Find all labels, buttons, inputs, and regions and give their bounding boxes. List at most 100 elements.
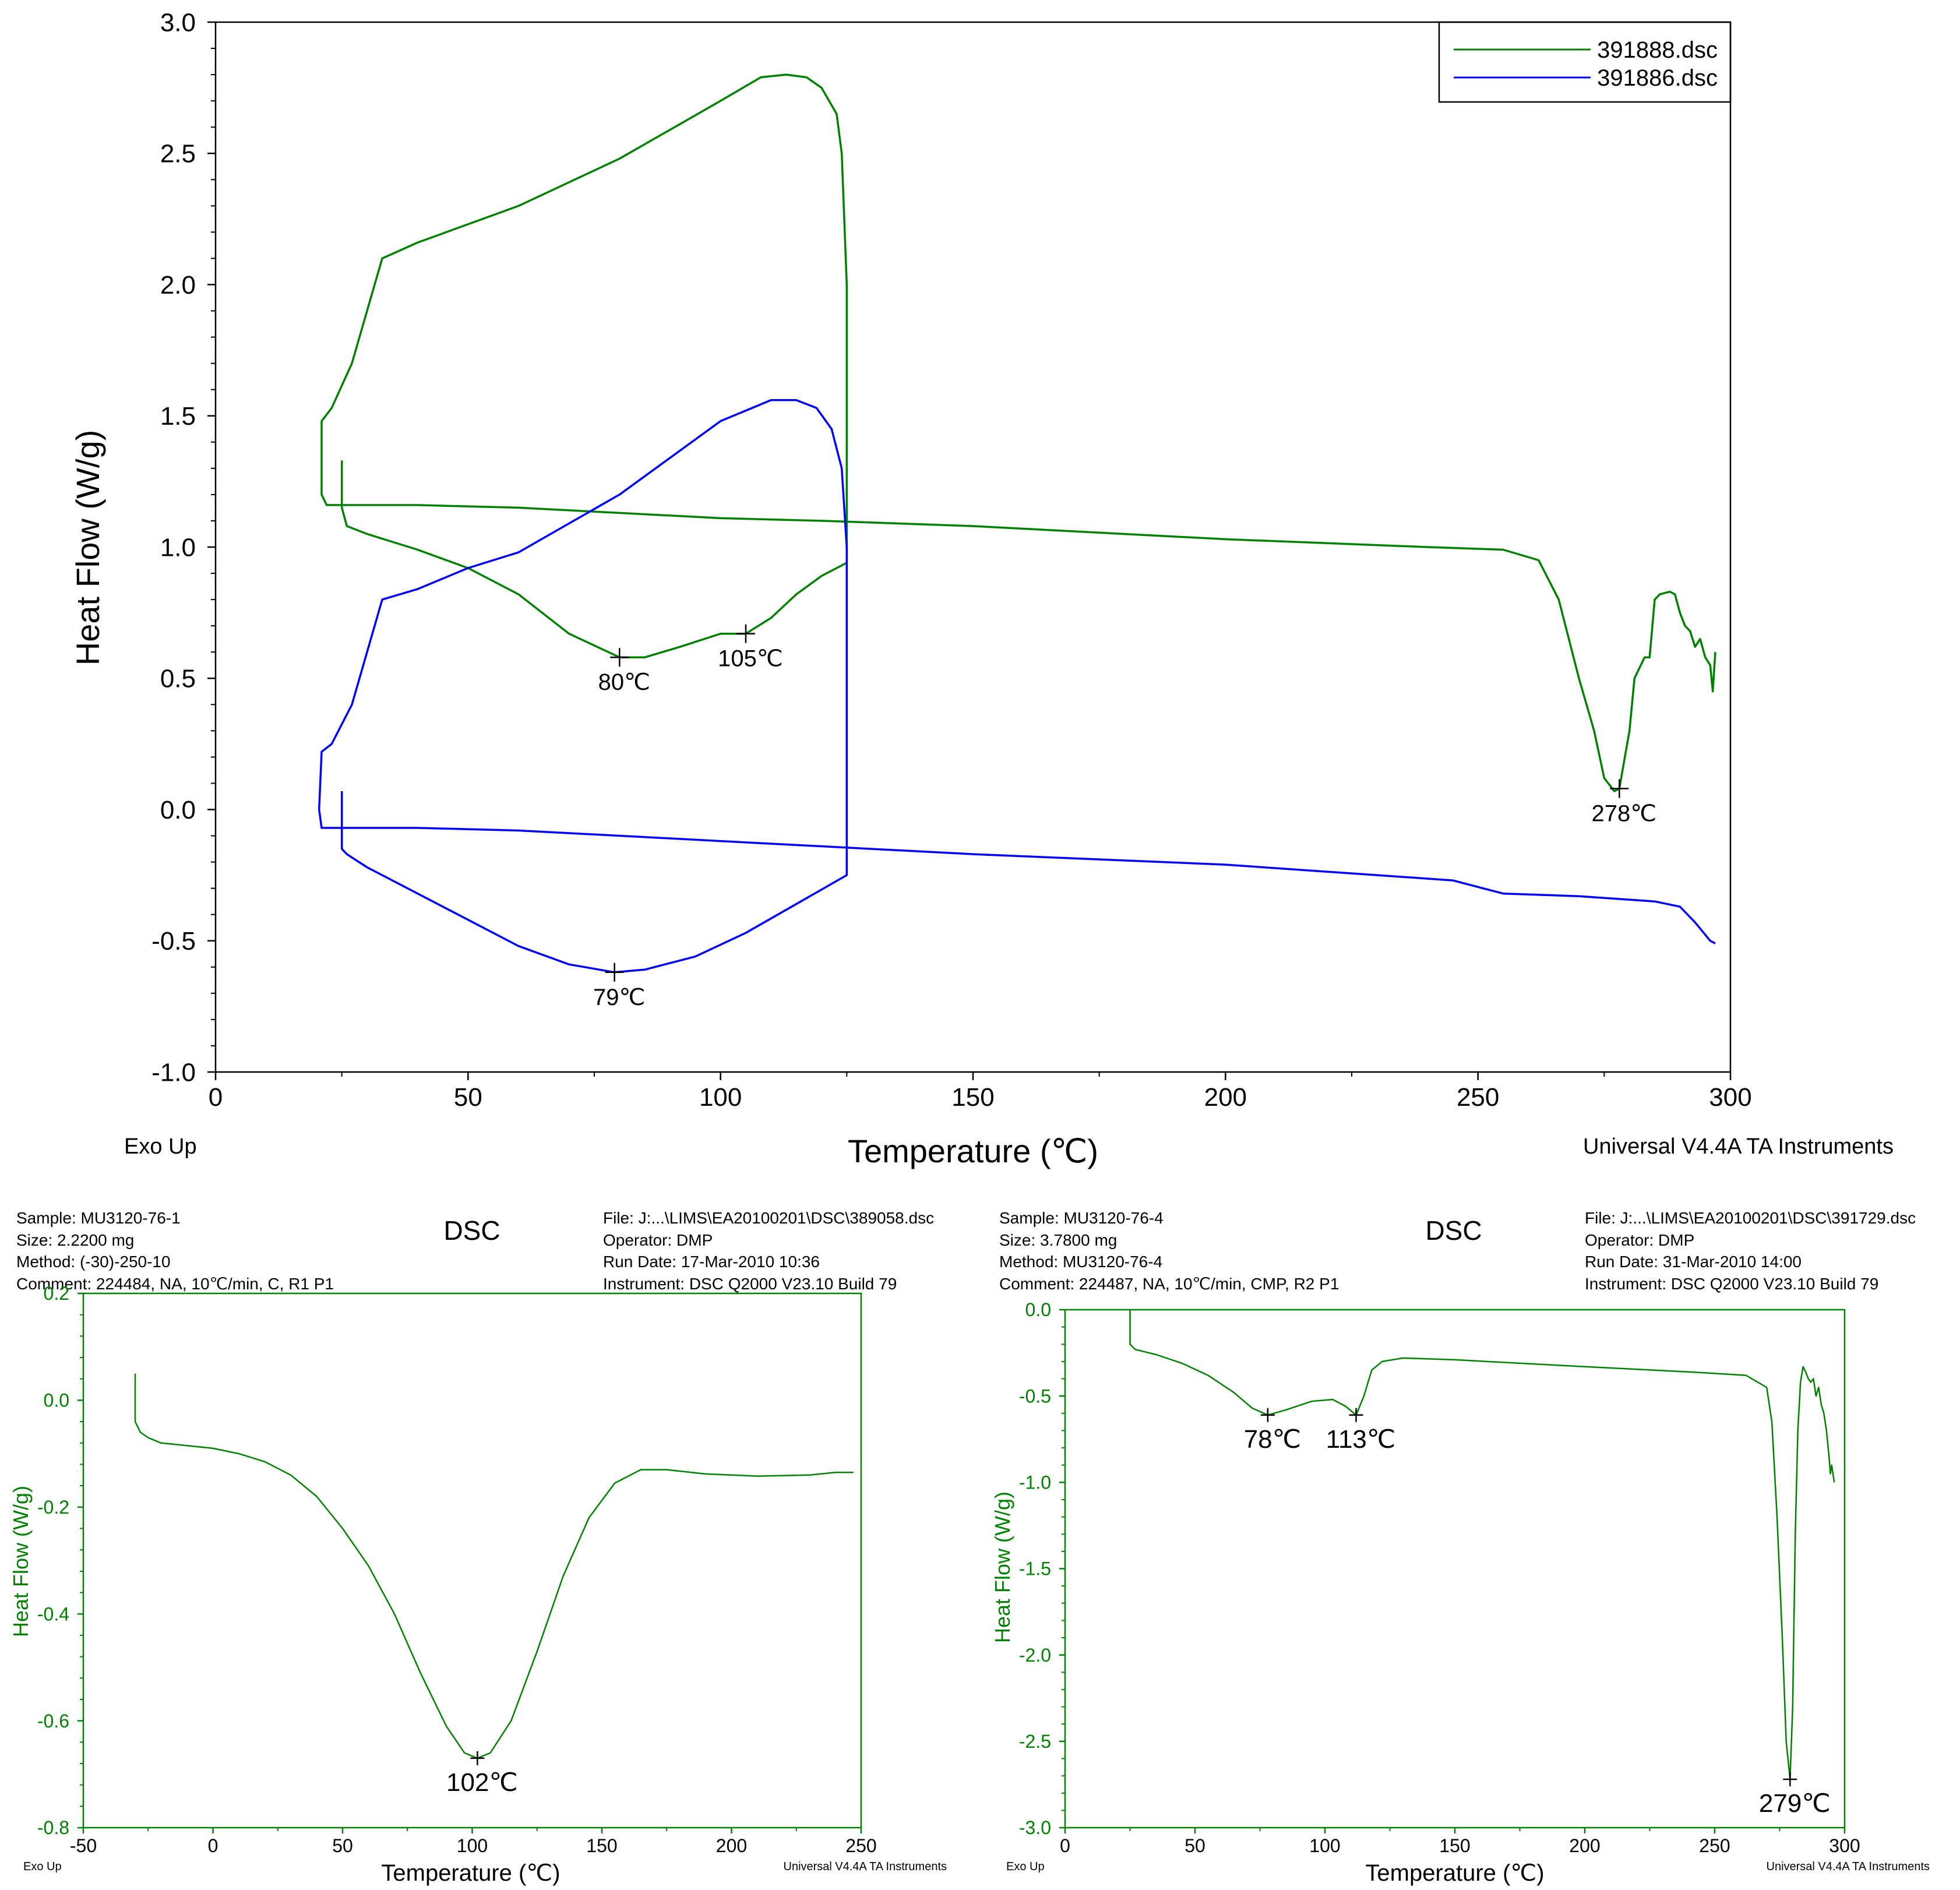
y-tick-label: 3.0: [160, 8, 196, 37]
peak-label: 113℃: [1326, 1425, 1396, 1454]
main-chart: 0 50 100 150 200 250 300 -1.0 -0.5 0.0 0.5 1.0 1.5 2.…: [69, 8, 1894, 1169]
main-footer-left: Exo Up: [124, 1134, 197, 1159]
right-footer-right: Universal V4.4A TA Instruments: [1767, 1860, 1930, 1873]
y-tick-label: -0.5: [1019, 1385, 1051, 1406]
x-tick-label: 150: [586, 1835, 617, 1856]
x-tick-label: 300: [1829, 1835, 1860, 1856]
peak-label: 278℃: [1591, 801, 1656, 826]
left-series: [134, 1373, 854, 1759]
x-tick-label: 100: [699, 1083, 742, 1112]
right-file: File: J:...\LIMS\EA20100201\DSC\391729.d…: [1585, 1209, 1916, 1227]
main-y-axis-label: Heat Flow (W/g): [69, 430, 106, 666]
left-run-date: Run Date: 17-Mar-2010 10:36: [603, 1253, 820, 1271]
main-x-axis-label: Temperature (℃): [848, 1133, 1098, 1169]
right-run-date: Run Date: 31-Mar-2010 14:00: [1585, 1253, 1802, 1271]
right-method: Method: MU3120-76-4: [999, 1253, 1162, 1271]
right-plot-frame: [1064, 1309, 1846, 1829]
x-tick-label: 200: [1569, 1835, 1600, 1856]
x-tick-label: 150: [951, 1083, 994, 1112]
y-tick-label: 2.0: [160, 271, 196, 299]
left-comment: Comment: 224484, NA, 10℃/min, C, R1 P1: [16, 1275, 334, 1293]
peak-label: 102℃: [446, 1768, 518, 1797]
x-tick-label: -50: [70, 1835, 97, 1856]
right-comment: Comment: 224487, NA, 10℃/min, CMP, R2 P1: [999, 1275, 1339, 1293]
y-tick-label: 0.2: [44, 1283, 69, 1304]
series-line-391888-dsc: [320, 73, 1716, 792]
y-tick-label: -1.5: [1019, 1558, 1051, 1579]
peak-label: 79℃: [593, 985, 645, 1010]
left-size: Size: 2.2200 mg: [16, 1231, 134, 1249]
main-annotations: 80℃ 105℃ 278℃ 79℃: [593, 624, 1656, 1010]
y-tick-label: -2.5: [1019, 1731, 1051, 1752]
y-tick-label: -1.0: [151, 1058, 196, 1087]
peak-label: 105℃: [718, 646, 783, 672]
left-annotations: 102℃: [446, 1751, 518, 1797]
y-tick-label: 1.0: [160, 533, 196, 562]
right-ticks: 0 50 100 150 200 250 300 -3.0 -2.5 -2.0 -1.5 -1.0 -0…: [1019, 1299, 1860, 1856]
y-tick-label: -2.0: [1019, 1645, 1051, 1666]
y-tick-label: -0.6: [37, 1711, 69, 1732]
x-tick-label: 100: [1309, 1835, 1340, 1856]
x-tick-label: 50: [454, 1083, 482, 1112]
left-operator: Operator: DMP: [603, 1231, 713, 1249]
main-legend: 391888.dsc 391886.dsc: [1438, 21, 1732, 103]
left-ticks: -50 0 50 100 150 200 250 -0.8 -0.6 -0.4 -0.2 0.0 0.2: [37, 1283, 877, 1856]
x-tick-label: 300: [1709, 1083, 1751, 1112]
x-tick-label: 100: [457, 1835, 488, 1856]
y-tick-label: -0.8: [37, 1817, 69, 1838]
x-tick-label: 200: [716, 1835, 747, 1856]
peak-label: 78℃: [1244, 1425, 1301, 1454]
right-chart: Sample: MU3120-76-4 Size: 3.7800 mg Meth…: [990, 1209, 1930, 1886]
left-footer-left: Exo Up: [23, 1860, 62, 1873]
x-tick-label: 50: [1185, 1835, 1205, 1856]
x-tick-label: 150: [1439, 1835, 1470, 1856]
right-operator: Operator: DMP: [1585, 1231, 1694, 1249]
right-size: Size: 3.7800 mg: [999, 1231, 1117, 1249]
left-x-axis-label: Temperature (℃): [381, 1860, 560, 1886]
x-tick-label: 0: [208, 1835, 218, 1856]
x-tick-label: 200: [1204, 1083, 1247, 1112]
right-footer-left: Exo Up: [1006, 1860, 1045, 1873]
series-line-series-0: [134, 1373, 854, 1759]
y-tick-label: 0.0: [1025, 1299, 1051, 1320]
x-tick-label: 50: [332, 1835, 353, 1856]
right-y-axis-label: Heat Flow (W/g): [990, 1491, 1014, 1643]
x-tick-label: 250: [845, 1835, 876, 1856]
y-tick-label: -3.0: [1019, 1817, 1051, 1838]
peak-label: 80℃: [598, 669, 650, 695]
legend-box: [1438, 21, 1732, 103]
legend-label-391888: 391888.dsc: [1597, 37, 1718, 63]
right-series: [1129, 1310, 1835, 1780]
right-title: DSC: [1425, 1215, 1482, 1246]
x-tick-label: 0: [209, 1083, 223, 1112]
left-plot-frame: [82, 1292, 862, 1829]
right-annotations: 78℃ 113℃ 279℃: [1244, 1408, 1831, 1818]
left-title: DSC: [443, 1215, 500, 1246]
main-footer-right: Universal V4.4A TA Instruments: [1583, 1134, 1894, 1159]
right-sample: Sample: MU3120-76-4: [999, 1209, 1164, 1227]
left-sample: Sample: MU3120-76-1: [16, 1209, 181, 1227]
legend-label-391886: 391886.dsc: [1597, 65, 1718, 91]
left-chart: Sample: MU3120-76-1 Size: 2.2200 mg Meth…: [9, 1209, 947, 1886]
series-line-series-0: [1129, 1310, 1835, 1780]
y-tick-label: 0.5: [160, 665, 196, 693]
main-plot-frame: [214, 21, 1732, 1073]
right-x-axis-label: Temperature (℃): [1365, 1860, 1544, 1886]
y-tick-label: -0.4: [37, 1603, 69, 1624]
series-line-391886-dsc: [318, 399, 1716, 974]
peak-label: 279℃: [1759, 1789, 1831, 1818]
y-tick-label: -1.0: [1019, 1472, 1051, 1493]
y-tick-label: 1.5: [160, 402, 196, 431]
y-tick-label: -0.2: [37, 1497, 69, 1518]
y-tick-label: 2.5: [160, 140, 196, 168]
x-tick-label: 250: [1457, 1083, 1499, 1112]
left-y-axis-label: Heat Flow (W/g): [9, 1486, 33, 1637]
left-method: Method: (-30)-250-10: [16, 1253, 171, 1271]
y-tick-label: 0.0: [44, 1390, 69, 1411]
left-file: File: J:...\LIMS\EA20100201\DSC\389058.d…: [603, 1209, 934, 1227]
main-ticks: 0 50 100 150 200 250 300 -1.0 -0.5 0.0 0.5 1.0 1.5 2.…: [151, 8, 1752, 1112]
y-tick-label: 0.0: [160, 796, 196, 824]
x-tick-label: 250: [1699, 1835, 1730, 1856]
main-series: [318, 73, 1716, 974]
